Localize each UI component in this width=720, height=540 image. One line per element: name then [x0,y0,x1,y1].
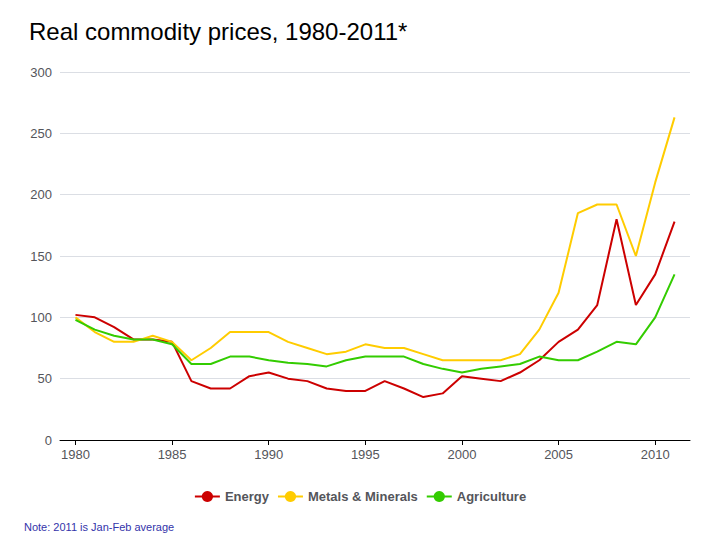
svg-text:100: 100 [30,310,52,325]
svg-text:0: 0 [45,433,52,448]
svg-text:2005: 2005 [544,447,573,462]
svg-text:1985: 1985 [158,447,187,462]
svg-text:200: 200 [30,187,52,202]
svg-text:250: 250 [30,126,52,141]
svg-text:Real commodity prices, 1980-20: Real commodity prices, 1980-2011* [29,18,407,45]
svg-text:Energy: Energy [225,489,270,504]
svg-text:1980: 1980 [61,447,90,462]
svg-text:2010: 2010 [641,447,670,462]
svg-text:300: 300 [30,65,52,80]
svg-text:1995: 1995 [351,447,380,462]
svg-text:2000: 2000 [448,447,477,462]
svg-text:Agriculture: Agriculture [457,489,526,504]
svg-text:1990: 1990 [254,447,283,462]
svg-text:Metals & Minerals: Metals & Minerals [308,489,418,504]
svg-text:50: 50 [38,371,52,386]
svg-text:150: 150 [30,249,52,264]
svg-text:Note: 2011 is Jan-Feb average: Note: 2011 is Jan-Feb average [24,521,174,533]
